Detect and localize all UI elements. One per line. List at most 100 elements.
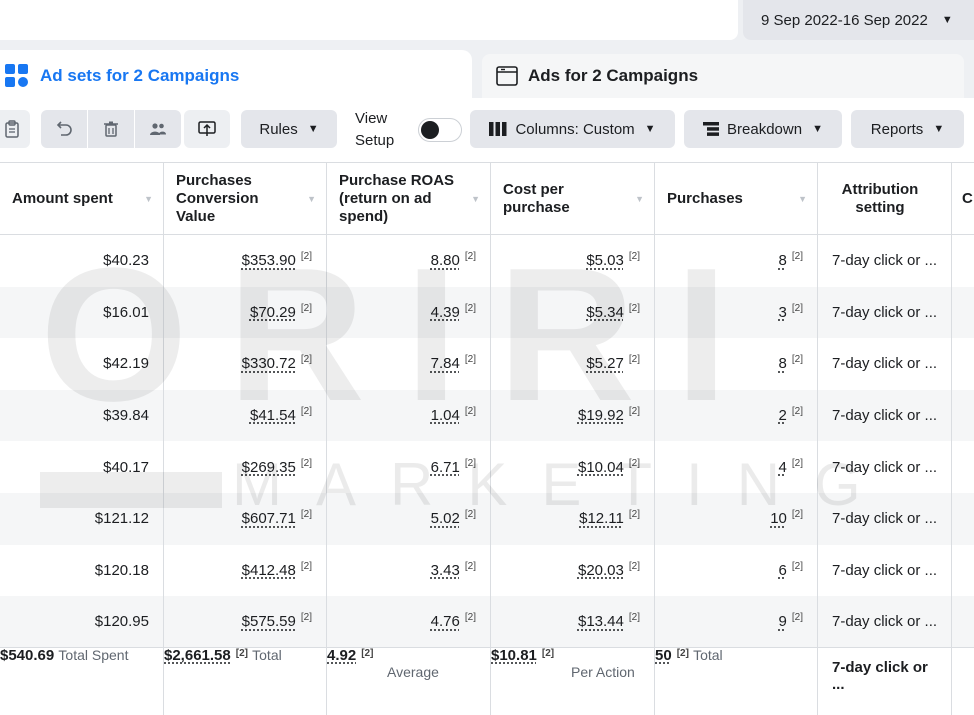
cell-value-attr: 7-day click or ... <box>832 613 938 631</box>
cell-value-purchases[interactable]: 6 <box>778 561 787 579</box>
table-cell-attr: 7-day click or ... <box>818 235 952 287</box>
table-cell-cut <box>952 390 974 442</box>
total-spent-value: $540.69 <box>0 647 55 664</box>
cell-value-roas[interactable]: 8.80 <box>430 252 460 270</box>
footnote-marker: [2] <box>628 251 640 263</box>
table-cell-cpp: $20.03 [2] <box>491 544 655 597</box>
cell-value-purchases[interactable]: 8 <box>778 355 787 373</box>
breakdown-button[interactable]: Breakdown ▼ <box>684 110 842 148</box>
total-roas[interactable]: 4.92 <box>327 647 357 664</box>
date-range-picker[interactable]: 9 Sep 2022-16 Sep 2022 ▼ <box>743 0 974 40</box>
footnote-marker: [2] <box>628 354 640 366</box>
people-icon <box>150 123 166 135</box>
column-header-cut[interactable]: C <box>952 163 974 234</box>
tab-ads-label: Ads for 2 Campaigns <box>528 66 699 85</box>
total-roas-cell: 4.92 [2] Average <box>327 647 491 715</box>
totals-row: $540.69 Total Spent $2,661.58 [2] Total 4… <box>0 647 974 715</box>
cell-value-cpp[interactable]: $20.03 <box>577 561 624 579</box>
table-row[interactable]: $40.23 $353.90 [2] 8.80 [2] $5.03 [2] 8 [2] 7-day… <box>0 235 974 287</box>
column-header-purchase-roas[interactable]: Purchase ROAS (return on ad spend) ▼ <box>327 163 491 234</box>
footnote-marker: [2] <box>300 509 312 521</box>
table-row[interactable]: $121.12 $607.71 [2] 5.02 [2] $12.11 [2] 10 [2] 7-… <box>0 493 974 545</box>
columns-button[interactable]: Columns: Custom ▼ <box>470 110 675 148</box>
table-cell-spent: $40.17 <box>0 441 164 493</box>
cell-value-value[interactable]: $70.29 <box>249 303 296 321</box>
footnote-marker: [2] <box>791 251 803 263</box>
cell-value-cpp[interactable]: $19.92 <box>577 407 624 425</box>
cell-value-roas[interactable]: 6.71 <box>430 458 460 476</box>
table-cell-cut <box>952 338 974 390</box>
duplicate-button[interactable] <box>0 110 30 148</box>
table-row[interactable]: $120.18 $412.48 [2] 3.43 [2] $20.03 [2] 6 [2] 7-d… <box>0 544 974 597</box>
cell-value-roas[interactable]: 5.02 <box>430 510 460 528</box>
cell-value-roas[interactable]: 4.39 <box>430 303 460 321</box>
cell-value-roas[interactable]: 1.04 <box>430 407 460 425</box>
cell-value-roas[interactable]: 3.43 <box>430 561 460 579</box>
cell-value-roas[interactable]: 7.84 <box>430 355 460 373</box>
cell-value-value[interactable]: $575.59 <box>241 613 296 631</box>
cell-value-cpp[interactable]: $5.27 <box>586 355 624 373</box>
reports-button[interactable]: Reports ▼ <box>851 110 964 148</box>
footnote-marker: [2] <box>300 560 312 572</box>
footnote-marker: [2] <box>791 406 803 418</box>
tab-ad-sets[interactable]: Ad sets for 2 Campaigns <box>0 50 472 102</box>
cell-value-purchases[interactable]: 9 <box>778 613 787 631</box>
cell-value-purchases[interactable]: 8 <box>778 252 787 270</box>
cell-value-purchases[interactable]: 4 <box>778 458 787 476</box>
cell-value-purchases[interactable]: 2 <box>778 407 787 425</box>
table-row[interactable]: $120.95 $575.59 [2] 4.76 [2] $13.44 [2] 9 [2] 7-d… <box>0 596 974 648</box>
cell-value-purchases[interactable]: 3 <box>778 303 787 321</box>
total-cpp[interactable]: $10.81 <box>491 647 537 664</box>
top-bar: 9 Sep 2022-16 Sep 2022 ▼ <box>0 0 974 48</box>
cell-value-value[interactable]: $412.48 <box>241 561 296 579</box>
cell-value-purchases[interactable]: 10 <box>770 510 787 528</box>
footnote-marker: [2] <box>464 612 476 624</box>
cell-value-value[interactable]: $353.90 <box>241 252 296 270</box>
undo-button[interactable] <box>41 110 87 148</box>
grid-icon <box>5 64 28 87</box>
table-row[interactable]: $42.19 $330.72 [2] 7.84 [2] $5.27 [2] 8 [2] 7-day… <box>0 338 974 390</box>
cell-value-value[interactable]: $269.35 <box>241 458 296 476</box>
window-icon <box>496 66 518 86</box>
table-cell-cut <box>952 596 974 648</box>
rules-button[interactable]: Rules ▼ <box>241 110 337 148</box>
sort-icon: ▼ <box>307 193 316 204</box>
cell-value-cpp[interactable]: $13.44 <box>577 613 624 631</box>
table-cell-attr: 7-day click or ... <box>818 441 952 493</box>
column-header-cost-per-purchase[interactable]: Cost per purchase ▼ <box>491 163 655 234</box>
column-header-amount-spent[interactable]: Amount spent ▼ <box>0 163 164 234</box>
table-row[interactable]: $16.01 $70.29 [2] 4.39 [2] $5.34 [2] 3 [2] 7-day … <box>0 286 974 339</box>
footnote-marker: [2] <box>791 457 803 469</box>
table-cell-attr: 7-day click or ... <box>818 286 952 339</box>
cell-value-roas[interactable]: 4.76 <box>430 613 460 631</box>
total-purchases[interactable]: 50 <box>655 647 672 664</box>
table-row[interactable]: $40.17 $269.35 [2] 6.71 [2] $10.04 [2] 4 [2] 7-da… <box>0 441 974 493</box>
cell-value-cpp[interactable]: $12.11 <box>579 510 624 528</box>
caret-down-icon: ▼ <box>812 123 823 135</box>
cell-value-attr: 7-day click or ... <box>832 355 938 373</box>
column-header-attribution[interactable]: Attribution setting <box>818 163 952 234</box>
ab-test-button[interactable] <box>135 110 181 148</box>
table-cell-attr: 7-day click or ... <box>818 338 952 390</box>
total-spent-cell: $540.69 Total Spent <box>0 647 164 715</box>
cell-value-value[interactable]: $41.54 <box>249 407 296 425</box>
cell-value-cpp[interactable]: $5.34 <box>586 303 624 321</box>
column-header-purchases-value[interactable]: Purchases Conversion Value ▼ <box>164 163 327 234</box>
delete-button[interactable] <box>88 110 134 148</box>
tab-ads[interactable]: Ads for 2 Campaigns <box>482 54 964 98</box>
view-setup-toggle[interactable] <box>418 118 462 142</box>
cell-value-value[interactable]: $330.72 <box>241 355 296 373</box>
column-header-purchases[interactable]: Purchases ▼ <box>655 163 818 234</box>
cell-value-cpp[interactable]: $5.03 <box>586 252 624 270</box>
cell-value-cpp[interactable]: $10.04 <box>577 458 624 476</box>
footnote-marker: [2] <box>628 457 640 469</box>
toolbar: Rules ▼ View Setup Columns: Custom ▼ Bre… <box>0 98 974 162</box>
row-divider <box>0 647 974 648</box>
preview-button[interactable] <box>184 110 230 148</box>
cell-value-value[interactable]: $607.71 <box>241 510 296 528</box>
filter-search-box[interactable] <box>0 0 738 40</box>
total-roas-caption: Average <box>387 664 439 680</box>
total-value[interactable]: $2,661.58 <box>164 647 231 664</box>
table-row[interactable]: $39.84 $41.54 [2] 1.04 [2] $19.92 [2] 2 [2] 7-day… <box>0 389 974 442</box>
footnote-marker: [2] <box>464 560 476 572</box>
